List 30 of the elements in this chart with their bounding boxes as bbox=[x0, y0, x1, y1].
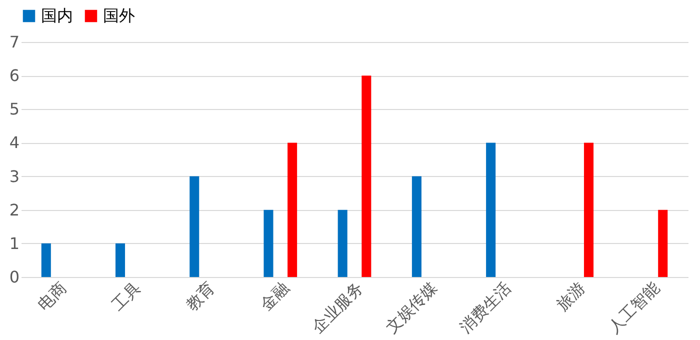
bar bbox=[338, 210, 348, 277]
bar bbox=[362, 76, 372, 277]
x-tick-label: 教育 bbox=[182, 278, 218, 314]
y-tick-label: 7 bbox=[9, 32, 20, 52]
legend-label: 国外 bbox=[103, 6, 135, 25]
bar bbox=[584, 142, 594, 277]
x-tick-label: 企业服务 bbox=[308, 278, 367, 337]
y-tick-label: 5 bbox=[9, 100, 20, 119]
x-tick-label: 人工智能 bbox=[604, 278, 663, 337]
bar bbox=[412, 176, 422, 277]
y-tick-label: 3 bbox=[9, 166, 20, 186]
x-tick-label: 金融 bbox=[256, 278, 292, 314]
bar bbox=[190, 176, 200, 277]
bar bbox=[115, 243, 126, 277]
x-tick-label: 旅游 bbox=[552, 278, 589, 314]
y-tick-label: 2 bbox=[9, 200, 20, 220]
y-tick-label: 0 bbox=[9, 268, 20, 286]
bar bbox=[288, 142, 298, 277]
x-tick-label: 工具 bbox=[108, 278, 144, 314]
y-tick-label: 1 bbox=[9, 234, 20, 253]
bar bbox=[658, 210, 668, 277]
x-tick-label: 电商 bbox=[34, 278, 70, 314]
x-tick-label: 消费生活 bbox=[456, 278, 515, 337]
y-tick-label: 4 bbox=[9, 133, 20, 152]
y-tick-label: 6 bbox=[9, 66, 20, 86]
legend-label: 国内 bbox=[41, 6, 73, 25]
bar bbox=[486, 142, 496, 277]
x-tick-label: 文娱传媒 bbox=[382, 278, 441, 337]
bar bbox=[264, 210, 274, 277]
bar bbox=[41, 243, 51, 277]
